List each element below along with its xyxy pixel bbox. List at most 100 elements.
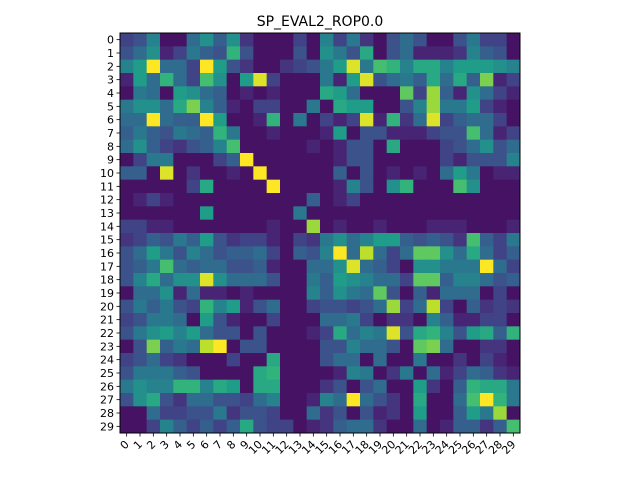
heatmap-cell-r14-c23	[426, 219, 441, 234]
heatmap-cell-r8-c24	[440, 139, 454, 154]
heatmap-cell-r20-c3	[160, 299, 174, 314]
y-tick-label-5: 5	[107, 100, 114, 113]
heatmap-cell-r29-c18	[360, 419, 374, 434]
heatmap-cell-r25-c17	[346, 366, 361, 381]
heatmap-cell-r1-c17	[346, 46, 361, 61]
heatmap-cell-r0-c26	[466, 33, 481, 47]
heatmap-cell-r13-c13	[293, 206, 308, 221]
heatmap-cell-r16-c29	[506, 246, 521, 261]
heatmap-cell-r18-c19	[373, 273, 388, 287]
heatmap-cell-r26-c21	[400, 379, 414, 394]
heatmap-cell-r20-c10	[253, 299, 268, 314]
heatmap-cell-r8-c6	[200, 139, 214, 154]
heatmap-cell-r1-c13	[293, 46, 308, 61]
heatmap-cell-r5-c19	[373, 99, 388, 114]
heatmap-cell-r9-c17	[346, 153, 361, 167]
heatmap-cell-r6-c17	[346, 113, 361, 127]
heatmap-cell-r9-c20	[386, 153, 401, 167]
heatmap-cell-r13-c23	[426, 206, 441, 221]
heatmap-cell-r6-c11	[266, 113, 281, 127]
heatmap-cell-r19-c7	[213, 286, 228, 301]
heatmap-cell-r17-c18	[360, 259, 374, 274]
heatmap-cell-r1-c4	[173, 46, 188, 61]
y-tick-label-27: 27	[100, 394, 114, 407]
heatmap-cell-r15-c2	[146, 233, 161, 247]
y-tick-label-6: 6	[107, 114, 114, 127]
heatmap-cell-r16-c6	[200, 246, 214, 261]
heatmap-cell-r16-c8	[226, 246, 241, 261]
heatmap-cell-r10-c15	[320, 166, 334, 181]
heatmap-cell-r4-c26	[466, 86, 481, 101]
heatmap-cell-r29-c25	[453, 419, 468, 434]
heatmap-cell-r4-c27	[480, 86, 494, 101]
heatmap-cell-r22-c15	[320, 326, 334, 341]
heatmap-cell-r13-c14	[306, 206, 321, 221]
heatmap-cell-r27-c6	[200, 393, 214, 407]
heatmap-cell-r18-c21	[400, 273, 414, 287]
heatmap-cell-r15-c27	[480, 233, 494, 247]
heatmap-cell-r29-c14	[306, 419, 321, 434]
heatmap-cell-r16-c28	[493, 246, 508, 261]
heatmap-cell-r16-c16	[333, 246, 348, 261]
heatmap-cell-r15-c28	[493, 233, 508, 247]
heatmap-cell-r28-c14	[306, 406, 321, 421]
heatmap-cell-r28-c17	[346, 406, 361, 421]
heatmap-cell-r8-c21	[400, 139, 414, 154]
heatmap-cell-r14-c12	[280, 219, 294, 234]
heatmap-cell-r14-c25	[453, 219, 468, 234]
heatmap-cell-r22-c28	[493, 326, 508, 341]
heatmap-cell-r12-c25	[453, 193, 468, 207]
heatmap-cell-r0-c19	[373, 33, 388, 47]
heatmap-cell-r25-c6	[200, 366, 214, 381]
heatmap-cell-r4-c28	[493, 86, 508, 101]
heatmap-cell-r2-c7	[213, 59, 228, 74]
heatmap-cell-r5-c18	[360, 99, 374, 114]
heatmap-cell-r17-c12	[280, 259, 294, 274]
heatmap-cell-r28-c1	[133, 406, 148, 421]
heatmap-cell-r6-c13	[293, 113, 308, 127]
heatmap-cell-r26-c5	[186, 379, 201, 394]
heatmap-cell-r18-c14	[306, 273, 321, 287]
heatmap-cell-r5-c20	[386, 99, 401, 114]
heatmap-cell-r23-c23	[426, 339, 441, 354]
heatmap-cell-r10-c12	[280, 166, 294, 181]
heatmap-cell-r26-c24	[440, 379, 454, 394]
heatmap-cell-r24-c7	[213, 353, 228, 367]
heatmap-cell-r27-c10	[253, 393, 268, 407]
heatmap-cell-r29-c29	[506, 419, 521, 434]
heatmap-cell-r18-c16	[333, 273, 348, 287]
heatmap-cell-r9-c26	[466, 153, 481, 167]
heatmap-cell-r25-c20	[386, 366, 401, 381]
heatmap-cell-r24-c9	[240, 353, 254, 367]
heatmap-cell-r29-c15	[320, 419, 334, 434]
heatmap-cell-r8-c0	[120, 139, 134, 154]
heatmap-cell-r2-c24	[440, 59, 454, 74]
heatmap-cell-r3-c10	[253, 73, 268, 87]
heatmap-cell-r29-c11	[266, 419, 281, 434]
heatmap-cell-r6-c15	[320, 113, 334, 127]
heatmap-cell-r11-c0	[120, 179, 134, 194]
heatmap-cell-r5-c24	[440, 99, 454, 114]
heatmap-cell-r11-c24	[440, 179, 454, 194]
heatmap-cell-r20-c8	[226, 299, 241, 314]
heatmap-cell-r19-c23	[426, 286, 441, 301]
heatmap-cell-r16-c20	[386, 246, 401, 261]
heatmap-cell-r16-c11	[266, 246, 281, 261]
heatmap-cell-r12-c21	[400, 193, 414, 207]
heatmap-cell-r21-c13	[293, 313, 308, 327]
heatmap-cell-r29-c8	[226, 419, 241, 434]
heatmap-cell-r13-c0	[120, 206, 134, 221]
heatmap-cell-r27-c11	[266, 393, 281, 407]
heatmap-cell-r28-c0	[120, 406, 134, 421]
heatmap-cell-r19-c14	[306, 286, 321, 301]
heatmap-cell-r20-c22	[413, 299, 428, 314]
heatmap-cell-r20-c15	[320, 299, 334, 314]
heatmap-cell-r0-c7	[213, 33, 228, 47]
heatmap-cell-r22-c3	[160, 326, 174, 341]
heatmap-cell-r10-c8	[226, 166, 241, 181]
heatmap-cell-r27-c24	[440, 393, 454, 407]
heatmap-cell-r19-c5	[186, 286, 201, 301]
heatmap-cell-r11-c19	[373, 179, 388, 194]
heatmap-cell-r12-c23	[426, 193, 441, 207]
heatmap-cell-r0-c12	[280, 33, 294, 47]
